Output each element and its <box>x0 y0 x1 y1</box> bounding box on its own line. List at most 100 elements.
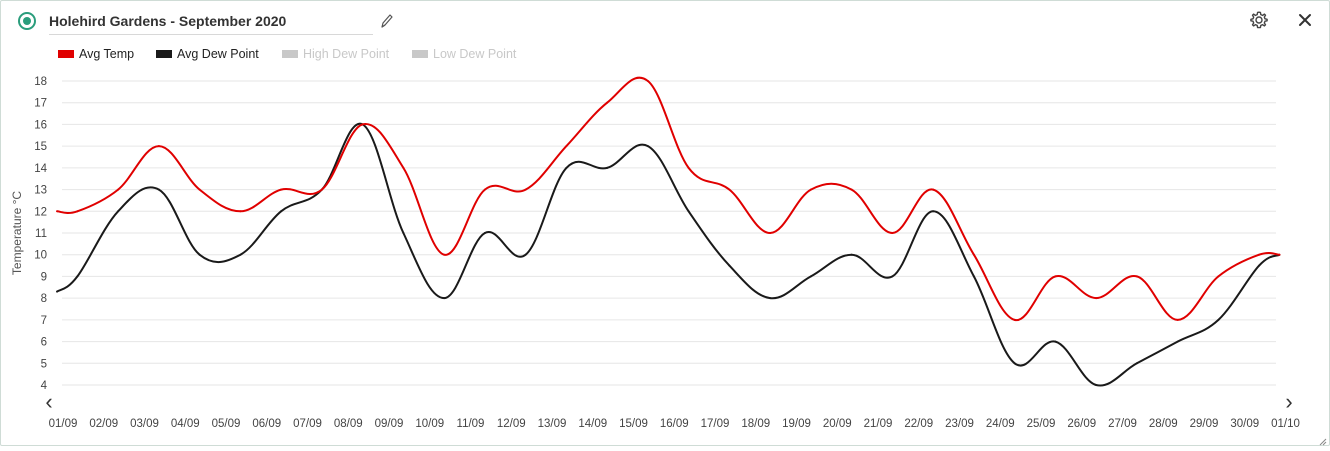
series-line-avg-dew-point[interactable] <box>56 122 1280 387</box>
x-tick-label: 12/09 <box>497 418 526 430</box>
data-point[interactable] <box>1217 275 1220 278</box>
legend-item-low-dew-point[interactable]: Low Dew Point <box>412 46 516 62</box>
data-point[interactable] <box>932 210 935 213</box>
x-tick-label: 14/09 <box>578 418 607 430</box>
series-line-avg-temp[interactable] <box>56 76 1280 321</box>
data-point[interactable] <box>850 253 853 256</box>
data-point[interactable] <box>891 275 894 278</box>
legend-item-avg-dew-point[interactable]: Avg Dew Point <box>156 46 259 62</box>
data-point[interactable] <box>239 253 242 256</box>
data-point[interactable] <box>1054 275 1057 278</box>
resize-handle-icon[interactable] <box>1317 433 1327 446</box>
y-tick-label: 15 <box>34 141 47 153</box>
data-point[interactable] <box>606 166 609 169</box>
y-tick-label: 13 <box>34 185 47 197</box>
y-tick-label: 9 <box>41 271 47 283</box>
data-point[interactable] <box>320 188 323 191</box>
x-tick-label: 02/09 <box>89 418 118 430</box>
chevron-right-icon[interactable]: › <box>1285 389 1293 414</box>
data-point[interactable] <box>483 232 486 234</box>
legend-item-high-dew-point[interactable]: High Dew Point <box>282 46 389 62</box>
data-point[interactable] <box>1217 318 1220 321</box>
data-point[interactable] <box>565 145 568 148</box>
chart-title-field[interactable]: Holehird Gardens - September 2020 <box>49 13 287 29</box>
data-point[interactable] <box>728 264 731 267</box>
data-point[interactable] <box>891 232 894 234</box>
legend-label: High Dew Point <box>303 47 390 61</box>
data-point[interactable] <box>320 188 323 191</box>
data-point[interactable] <box>565 166 568 169</box>
pencil-icon[interactable] <box>378 12 394 30</box>
data-point[interactable] <box>809 275 812 278</box>
data-point[interactable] <box>687 210 690 213</box>
x-tick-label: 29/09 <box>1190 418 1219 430</box>
data-point[interactable] <box>1278 253 1281 256</box>
data-point[interactable] <box>1278 253 1281 256</box>
x-tick-label: 08/09 <box>334 418 363 430</box>
data-point[interactable] <box>646 145 649 148</box>
data-point[interactable] <box>850 188 853 191</box>
data-point[interactable] <box>932 188 935 191</box>
data-point[interactable] <box>56 290 58 293</box>
data-point[interactable] <box>809 188 812 191</box>
data-point[interactable] <box>56 210 58 213</box>
gear-icon[interactable] <box>1249 10 1269 30</box>
data-point[interactable] <box>198 188 201 191</box>
data-point[interactable] <box>483 188 486 191</box>
x-tick-label: 15/09 <box>619 418 648 430</box>
data-point[interactable] <box>280 188 283 191</box>
data-point[interactable] <box>1176 318 1179 321</box>
data-point[interactable] <box>1013 318 1016 321</box>
data-point[interactable] <box>728 188 731 191</box>
data-point[interactable] <box>769 297 772 300</box>
data-point[interactable] <box>157 145 160 148</box>
data-point[interactable] <box>443 253 446 256</box>
data-point[interactable] <box>1095 384 1098 386</box>
data-point[interactable] <box>76 275 79 278</box>
data-point[interactable] <box>1258 264 1261 267</box>
data-point[interactable] <box>402 232 405 234</box>
data-point[interactable] <box>1013 362 1016 365</box>
data-point[interactable] <box>524 188 527 191</box>
legend-swatch-avg-dew-point <box>156 50 172 58</box>
data-point[interactable] <box>117 210 120 213</box>
x-tick-label: 06/09 <box>252 418 281 430</box>
y-tick-label: 10 <box>34 250 47 262</box>
data-point[interactable] <box>524 253 527 256</box>
x-tick-label: 25/09 <box>1027 418 1056 430</box>
data-point[interactable] <box>606 101 609 104</box>
data-point[interactable] <box>157 188 160 191</box>
data-point[interactable] <box>198 253 201 256</box>
data-point[interactable] <box>1258 253 1261 256</box>
data-point[interactable] <box>76 210 79 213</box>
data-point[interactable] <box>280 210 283 213</box>
data-point[interactable] <box>972 253 975 256</box>
y-tick-label: 18 <box>34 76 47 88</box>
data-point[interactable] <box>1054 340 1057 343</box>
data-point[interactable] <box>646 80 649 82</box>
data-point[interactable] <box>361 123 364 126</box>
x-tick-label: 09/09 <box>375 418 404 430</box>
data-point[interactable] <box>239 210 242 213</box>
x-axis-ticks: 01/09 02/09 03/09 04/09 05/09 06/09 07/09 08/09… <box>49 418 1300 430</box>
data-point[interactable] <box>402 166 405 169</box>
x-tick-label: 07/09 <box>293 418 322 430</box>
legend-item-avg-temp[interactable]: Avg Temp <box>58 46 134 62</box>
data-point[interactable] <box>769 232 772 234</box>
status-radio-icon[interactable] <box>18 12 36 30</box>
data-point[interactable] <box>361 123 364 126</box>
chart-lines <box>56 76 1281 387</box>
data-point[interactable] <box>972 275 975 278</box>
data-point[interactable] <box>1176 340 1179 343</box>
data-point[interactable] <box>1135 275 1138 278</box>
data-point[interactable] <box>687 166 690 169</box>
close-icon[interactable] <box>1297 12 1313 28</box>
y-tick-label: 16 <box>34 119 47 131</box>
data-point[interactable] <box>1135 362 1138 365</box>
data-point[interactable] <box>1095 297 1098 300</box>
data-point[interactable] <box>443 297 446 300</box>
y-tick-label: 12 <box>34 206 47 218</box>
data-point[interactable] <box>117 188 120 191</box>
chevron-left-icon[interactable]: ‹ <box>45 389 53 414</box>
